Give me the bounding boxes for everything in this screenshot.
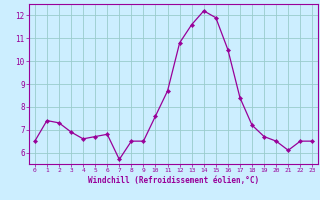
X-axis label: Windchill (Refroidissement éolien,°C): Windchill (Refroidissement éolien,°C) xyxy=(88,176,259,185)
